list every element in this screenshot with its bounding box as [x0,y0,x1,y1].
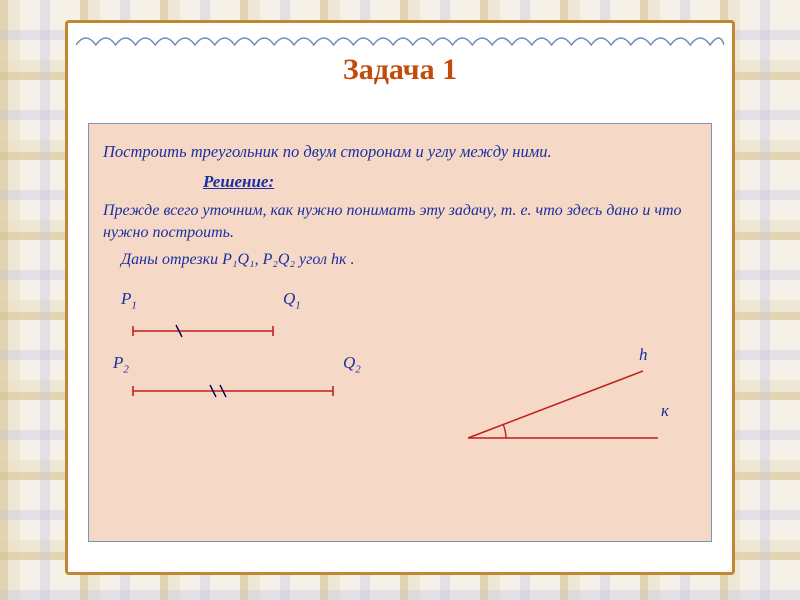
angle-hk [468,371,658,438]
segment-p2q2 [133,385,333,397]
slide-title: Задача 1 [343,53,457,86]
scallop-border-top [76,29,724,47]
diagram-area: P1 Q1 P2 Q2 h к [103,283,697,483]
diagram-svg [103,283,723,483]
slide-frame: Задача 1 Построить треугольник по двум с… [65,20,735,575]
solution-heading: Решение: [203,172,697,192]
segment-p1q1 [133,325,273,337]
content-card: Построить треугольник по двум сторонам и… [88,123,712,542]
given-line: Даны отрезки P₁Q₁, P₂Q₂ угол hк . [121,251,697,269]
title-wrap: Задача 1 [68,53,732,87]
problem-statement: Построить треугольник по двум сторонам и… [103,142,697,162]
explanation-text: Прежде всего уточним, как нужно понимать… [103,200,697,243]
